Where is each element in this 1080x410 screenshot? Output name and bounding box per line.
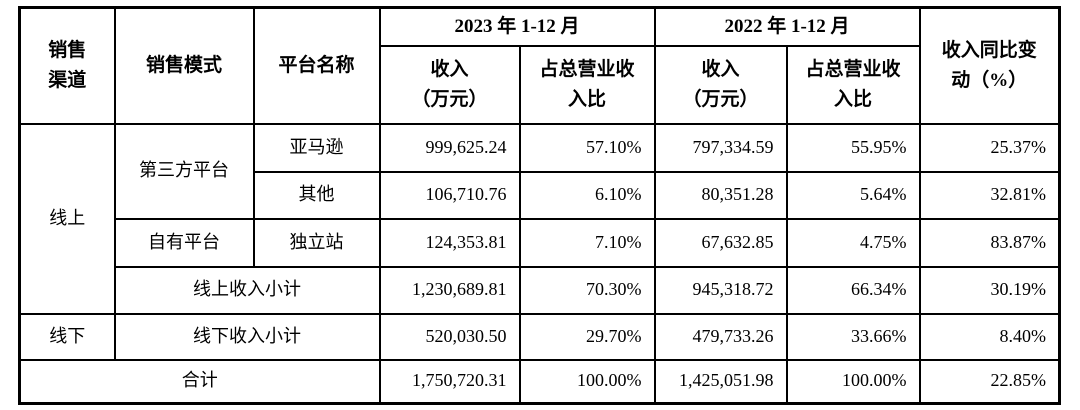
- revenue-2022-cell: 797,334.59: [653, 122, 788, 173]
- mode-third-party-cell: 第三方平台: [113, 122, 255, 220]
- revenue-2022-cell: 80,351.28: [653, 170, 788, 220]
- share-2023-cell: 6.10%: [518, 170, 656, 220]
- header-period-2022: 2022 年 1-12 月: [653, 6, 921, 47]
- yoy-cell: 30.19%: [918, 265, 1061, 315]
- revenue-2022-cell: 67,632.85: [653, 217, 788, 268]
- yoy-cell: 25.37%: [918, 122, 1061, 173]
- revenue-2022-cell: 945,318.72: [653, 265, 788, 315]
- yoy-cell: 22.85%: [918, 358, 1061, 405]
- share-2023-cell: 100.00%: [518, 358, 656, 405]
- header-period-2023: 2023 年 1-12 月: [378, 6, 656, 47]
- channel-offline-cell: 线下: [18, 312, 116, 361]
- share-2023-cell: 57.10%: [518, 122, 656, 173]
- share-2022-cell: 5.64%: [785, 170, 921, 220]
- channel-online-cell: 线上: [18, 122, 116, 315]
- yoy-cell: 8.40%: [918, 312, 1061, 361]
- header-yoy-change: 收入同比变 动（%）: [918, 6, 1061, 125]
- share-2022-cell: 66.34%: [785, 265, 921, 315]
- yoy-cell: 83.87%: [918, 217, 1061, 268]
- table-row: 其他 106,710.76 6.10% 80,351.28 5.64% 32.8…: [20, 170, 1061, 220]
- yoy-cell: 32.81%: [918, 170, 1061, 220]
- platform-cell: 独立站: [252, 217, 381, 268]
- revenue-2022-cell: 479,733.26: [653, 312, 788, 361]
- revenue-2023-cell: 1,230,689.81: [378, 265, 521, 315]
- header-platform-name: 平台名称: [252, 6, 381, 125]
- revenue-2023-cell: 106,710.76: [378, 170, 521, 220]
- header-sales-mode: 销售模式: [113, 6, 255, 125]
- online-subtotal-label-cell: 线上收入小计: [113, 265, 381, 315]
- header-revenue-2023: 收入 （万元）: [378, 44, 521, 125]
- platform-cell: 其他: [252, 170, 381, 220]
- grand-total-label-cell: 合计: [18, 358, 381, 405]
- revenue-2023-cell: 999,625.24: [378, 122, 521, 173]
- table-row: 线下 线下收入小计 520,030.50 29.70% 479,733.26 3…: [18, 312, 1061, 361]
- share-2023-cell: 7.10%: [518, 217, 656, 268]
- revenue-2023-cell: 520,030.50: [378, 312, 521, 361]
- table-row: 线上收入小计 1,230,689.81 70.30% 945,318.72 66…: [20, 265, 1061, 315]
- table-row: 自有平台 独立站 124,353.81 7.10% 67,632.85 4.75…: [20, 217, 1061, 268]
- header-sales-channel: 销售 渠道: [18, 6, 116, 125]
- share-2022-cell: 55.95%: [785, 122, 921, 173]
- share-2023-cell: 70.30%: [518, 265, 656, 315]
- header-share-2022: 占总营业收 入比: [785, 44, 921, 125]
- revenue-2023-cell: 124,353.81: [378, 217, 521, 268]
- revenue-2022-cell: 1,425,051.98: [653, 358, 788, 405]
- table-row: 合计 1,750,720.31 100.00% 1,425,051.98 100…: [18, 358, 1061, 405]
- revenue-table: 销售 渠道 销售模式 平台名称 2023 年 1-12 月 2022 年 1-1…: [18, 6, 1062, 405]
- mode-own-platform-cell: 自有平台: [113, 217, 255, 268]
- platform-cell: 亚马逊: [252, 122, 381, 173]
- table-row: 线上 第三方平台 亚马逊 999,625.24 57.10% 797,334.5…: [18, 122, 1061, 315]
- header-revenue-2022: 收入 （万元）: [653, 44, 788, 125]
- share-2023-cell: 29.70%: [518, 312, 656, 361]
- share-2022-cell: 4.75%: [785, 217, 921, 268]
- share-2022-cell: 100.00%: [785, 358, 921, 405]
- revenue-2023-cell: 1,750,720.31: [378, 358, 521, 405]
- header-share-2023: 占总营业收 入比: [518, 44, 656, 125]
- offline-subtotal-label-cell: 线下收入小计: [113, 312, 381, 361]
- share-2022-cell: 33.66%: [785, 312, 921, 361]
